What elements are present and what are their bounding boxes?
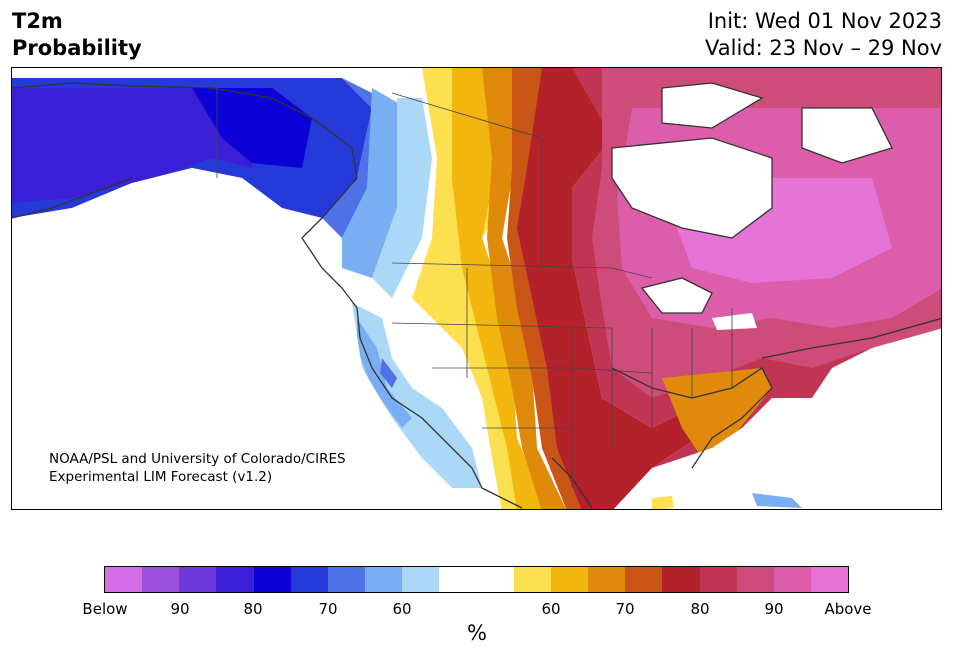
colorbar-tick-label: 80 <box>690 600 710 618</box>
map-credit: NOAA/PSL and University of Colorado/CIRE… <box>49 450 346 486</box>
probability-map <box>12 68 941 509</box>
colorbar-segment <box>290 567 328 592</box>
colorbar-segment <box>588 567 626 592</box>
colorbar-segment <box>773 567 811 592</box>
colorbar-tick-label: 70 <box>615 600 635 618</box>
colorbar-segment <box>365 567 403 592</box>
colorbar-segment <box>625 567 663 592</box>
colorbar-tick-label: 60 <box>541 600 561 618</box>
colorbar-segment <box>439 567 477 592</box>
colorbar-tick-label: 90 <box>764 600 784 618</box>
forecast-dates: Init: Wed 01 Nov 2023 Valid: 23 Nov – 29… <box>705 8 942 62</box>
colorbar-segment <box>105 567 143 592</box>
colorbar <box>104 566 849 593</box>
title-line-2: Probability <box>12 36 142 60</box>
colorbar-unit-label: % <box>467 621 487 645</box>
colorbar-tick-label: 60 <box>392 600 412 618</box>
credit-line-1: NOAA/PSL and University of Colorado/CIRE… <box>49 451 346 467</box>
map-panel: NOAA/PSL and University of Colorado/CIRE… <box>11 67 942 510</box>
colorbar-segment <box>513 567 551 592</box>
colorbar-segment <box>216 567 254 592</box>
colorbar-segment <box>810 567 849 592</box>
colorbar-segment <box>662 567 700 592</box>
title-line-1: T2m <box>12 9 63 33</box>
colorbar-tick-label: Below <box>82 600 128 618</box>
colorbar-tick-label: 90 <box>170 600 190 618</box>
colorbar-segment <box>402 567 440 592</box>
colorbar-segment <box>253 567 291 592</box>
colorbar-tick-label: Above <box>824 600 872 618</box>
init-date: Init: Wed 01 Nov 2023 <box>707 9 942 33</box>
credit-line-2: Experimental LIM Forecast (v1.2) <box>49 469 273 485</box>
colorbar-segment <box>476 567 514 592</box>
colorbar-segment <box>179 567 217 592</box>
colorbar-segment <box>142 567 180 592</box>
colorbar-segment <box>699 567 737 592</box>
valid-date-range: Valid: 23 Nov – 29 Nov <box>705 36 942 60</box>
map-title: T2m Probability <box>12 8 142 62</box>
colorbar-segment <box>736 567 774 592</box>
colorbar-segment <box>327 567 366 592</box>
colorbar-tick-label: 80 <box>243 600 263 618</box>
colorbar-segment <box>550 567 589 592</box>
colorbar-tick-label: 70 <box>318 600 338 618</box>
